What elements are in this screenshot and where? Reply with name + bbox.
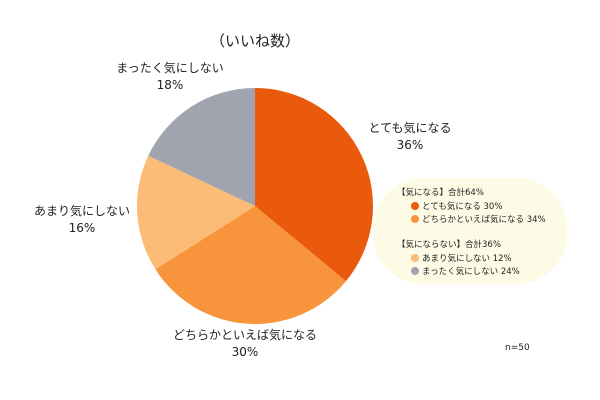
chart-title: （いいね数）: [209, 32, 300, 50]
legend-item: あまり気にしない 12%: [411, 252, 512, 264]
legend-item: とても気になる 30%: [411, 200, 502, 212]
label-slice-3: まったく気にしない 18%: [116, 61, 224, 92]
legend-dot-icon: [411, 215, 419, 223]
legend-box: 【気になる】合計64% とても気になる 30% どちらかといえば気になる 34%…: [373, 178, 567, 284]
legend-item: どちらかといえば気になる 34%: [411, 213, 546, 225]
pie-slice-0: [255, 88, 374, 282]
label-slice-1: どちらかといえば気になる 30%: [172, 328, 317, 359]
sample-size-note: n=50: [505, 343, 530, 353]
legend-dot-icon: [411, 267, 419, 275]
label-slice-0: とても気になる 36%: [368, 121, 452, 152]
legend-group-header: 【気にならない】合計36%: [397, 240, 501, 250]
pie-slice-3: [148, 88, 255, 206]
pie-slice-2: [137, 155, 255, 270]
label-slice-2: あまり気にしない 16%: [33, 204, 130, 235]
legend-dot-icon: [411, 254, 419, 262]
legend-dot-icon: [411, 202, 419, 210]
pie-slice-1: [155, 206, 346, 324]
legend-item: まったく気にしない 24%: [411, 265, 520, 277]
legend-group-header: 【気になる】合計64%: [397, 188, 484, 198]
